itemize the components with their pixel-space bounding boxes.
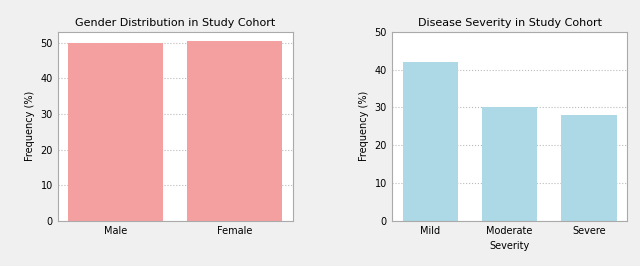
Bar — [482, 107, 537, 221]
Bar — [403, 62, 458, 221]
Y-axis label: Frequency (%): Frequency (%) — [359, 91, 369, 161]
Title: Disease Severity in Study Cohort: Disease Severity in Study Cohort — [417, 18, 602, 28]
Title: Gender Distribution in Study Cohort: Gender Distribution in Study Cohort — [75, 18, 275, 28]
X-axis label: Severity: Severity — [490, 241, 530, 251]
Bar — [561, 115, 616, 221]
Bar — [187, 41, 282, 221]
Bar — [68, 43, 163, 221]
Y-axis label: Frequency (%): Frequency (%) — [25, 91, 35, 161]
